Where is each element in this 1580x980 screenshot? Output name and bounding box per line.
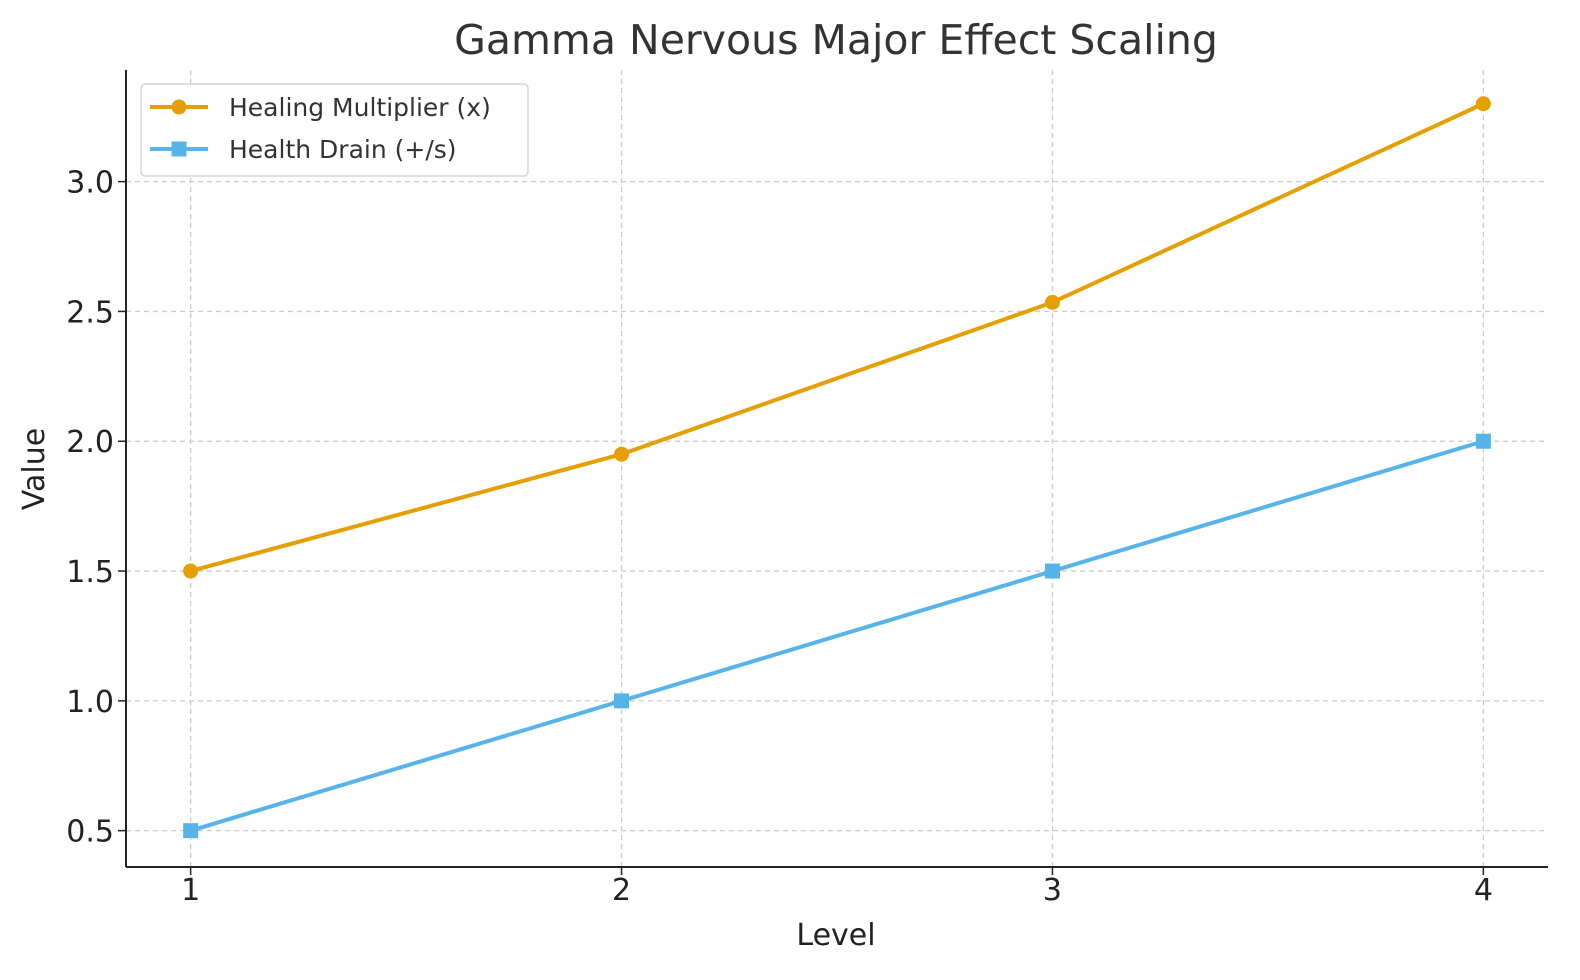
chart-title: Gamma Nervous Major Effect Scaling	[454, 16, 1218, 64]
data-point	[1475, 96, 1491, 112]
data-point	[183, 823, 199, 839]
x-axis-label: Level	[796, 918, 875, 953]
legend-marker	[171, 99, 187, 115]
series-1	[183, 433, 1491, 839]
legend: Healing Multiplier (x) Health Drain (+/s)	[140, 83, 529, 177]
y-axis-label: Value	[17, 428, 52, 510]
legend-item: Health Drain (+/s)	[150, 135, 457, 164]
x-tick-label: 2	[612, 873, 631, 908]
legend-marker	[171, 141, 187, 157]
legend-items: Healing Multiplier (x) Health Drain (+/s)	[150, 93, 491, 164]
series-layer	[183, 96, 1491, 839]
axes	[118, 70, 1548, 875]
y-tick-label: 0.5	[66, 815, 114, 850]
legend-label: Health Drain (+/s)	[229, 135, 457, 164]
legend-label: Healing Multiplier (x)	[229, 93, 491, 122]
data-point	[614, 693, 630, 709]
y-tick-label: 1.5	[66, 555, 114, 590]
y-tick-label: 3.0	[66, 166, 114, 201]
y-tick-label: 2.5	[66, 295, 114, 330]
x-tick-label: 3	[1043, 873, 1062, 908]
data-point	[1475, 433, 1491, 449]
data-point	[1044, 294, 1060, 310]
grid	[126, 70, 1548, 867]
tick-labels: 1 2 3 4 0.5 1.0 1.5 2.0 2.5 3.0	[66, 166, 1493, 908]
data-point	[183, 563, 199, 579]
series-line	[188, 101, 1486, 574]
data-point	[614, 446, 630, 462]
x-tick-label: 1	[181, 873, 200, 908]
data-point	[1044, 563, 1060, 579]
y-tick-label: 1.0	[66, 685, 114, 720]
legend-box	[140, 83, 529, 177]
series-line	[188, 439, 1486, 833]
x-tick-label: 4	[1474, 873, 1493, 908]
series-0	[183, 96, 1491, 579]
y-tick-label: 2.0	[66, 425, 114, 460]
legend-item: Healing Multiplier (x)	[150, 93, 491, 122]
